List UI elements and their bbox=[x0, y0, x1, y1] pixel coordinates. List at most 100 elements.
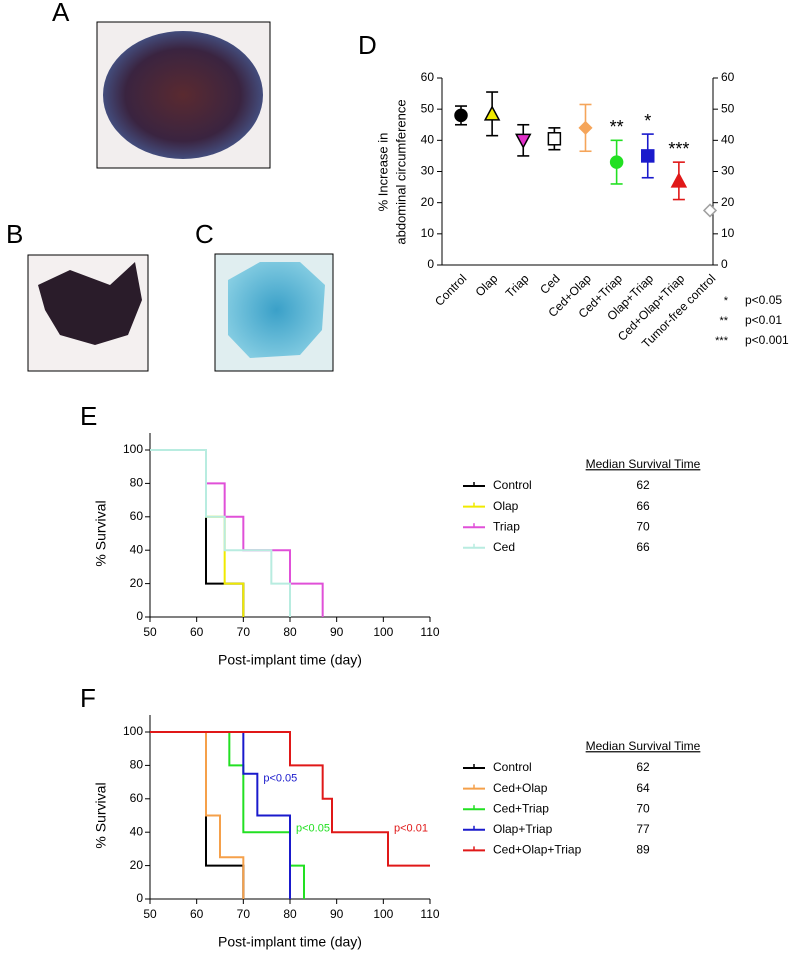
x-tick-label: Triap bbox=[503, 271, 532, 300]
y-tick-label: 80 bbox=[130, 758, 144, 772]
panel-letter: E bbox=[80, 401, 97, 431]
legend-label: Control bbox=[493, 478, 532, 492]
marker bbox=[547, 132, 562, 146]
marker bbox=[670, 172, 688, 188]
marker bbox=[514, 133, 532, 149]
x-tick-label: 110 bbox=[420, 625, 439, 639]
x-tick-label: 80 bbox=[283, 625, 297, 639]
y2-tick-label: 40 bbox=[721, 133, 735, 147]
marker bbox=[578, 120, 593, 135]
y-tick-label: 50 bbox=[421, 101, 435, 115]
survival-line bbox=[150, 731, 305, 899]
survival-line bbox=[150, 449, 291, 617]
significance: *** bbox=[668, 139, 689, 159]
legend-label: Triap bbox=[493, 519, 520, 533]
median-value: 89 bbox=[636, 843, 650, 857]
panel-letter: C bbox=[195, 219, 214, 249]
cell-cluster bbox=[103, 31, 263, 159]
x-tick-label: 80 bbox=[283, 907, 297, 921]
y2-tick-label: 30 bbox=[721, 164, 735, 178]
y-tick-label: 0 bbox=[136, 609, 143, 623]
y-tick-label: 100 bbox=[123, 724, 143, 738]
cell-cluster bbox=[228, 262, 325, 358]
y-tick-label: 60 bbox=[421, 70, 435, 84]
x-tick-label: Control bbox=[432, 271, 469, 308]
median-value: 70 bbox=[636, 801, 650, 815]
legend-label: Ced+Olap bbox=[493, 781, 548, 795]
survival-line bbox=[150, 449, 245, 617]
x-tick-label: 50 bbox=[143, 907, 157, 921]
survival-line bbox=[150, 449, 324, 617]
y2-tick-label: 20 bbox=[721, 195, 735, 209]
key-mark: ** bbox=[719, 315, 728, 327]
median-value: 62 bbox=[636, 760, 650, 774]
marker bbox=[483, 105, 501, 121]
median-header: Median Survival Time bbox=[586, 739, 701, 753]
y-tick-label: 20 bbox=[130, 858, 144, 872]
median-header: Median Survival Time bbox=[586, 457, 701, 471]
key-label: p<0.001 bbox=[745, 333, 789, 347]
x-tick-label: 60 bbox=[190, 625, 204, 639]
y-tick-label: 20 bbox=[130, 576, 144, 590]
y2-tick-label: 10 bbox=[721, 226, 735, 240]
x-tick-label: 90 bbox=[330, 907, 344, 921]
y-axis-label: % Increase in bbox=[375, 133, 390, 212]
x-tick-label: 70 bbox=[237, 625, 251, 639]
key-label: p<0.01 bbox=[745, 313, 782, 327]
median-value: 64 bbox=[636, 781, 650, 795]
median-value: 66 bbox=[636, 499, 650, 513]
x-tick-label: 90 bbox=[330, 625, 344, 639]
panel-letter: F bbox=[80, 683, 96, 713]
x-tick-label: 60 bbox=[190, 907, 204, 921]
y-tick-label: 20 bbox=[421, 195, 435, 209]
y2-tick-label: 50 bbox=[721, 101, 735, 115]
y-tick-label: 30 bbox=[421, 164, 435, 178]
significance: ** bbox=[610, 117, 624, 137]
x-tick-label: 50 bbox=[143, 625, 157, 639]
y2-tick-label: 60 bbox=[721, 70, 735, 84]
key-mark: *** bbox=[715, 335, 729, 347]
x-axis-label: Post-implant time (day) bbox=[218, 652, 362, 668]
y-tick-label: 60 bbox=[130, 509, 144, 523]
legend-label: Ced+Triap bbox=[493, 801, 549, 815]
x-tick-label: Olap bbox=[473, 271, 501, 299]
panel-letter: D bbox=[358, 30, 377, 60]
marker bbox=[702, 203, 718, 218]
y-tick-label: 10 bbox=[421, 226, 435, 240]
y-tick-label: 40 bbox=[130, 542, 144, 556]
legend-label: Control bbox=[493, 760, 532, 774]
key-label: p<0.05 bbox=[745, 293, 782, 307]
y-tick-label: 80 bbox=[130, 476, 144, 490]
median-value: 77 bbox=[636, 822, 650, 836]
panel-letter: B bbox=[6, 219, 23, 249]
legend-label: Ced bbox=[493, 540, 515, 554]
median-value: 66 bbox=[636, 540, 650, 554]
x-tick-label: 100 bbox=[373, 907, 393, 921]
marker bbox=[609, 155, 624, 169]
key-mark: * bbox=[724, 295, 729, 307]
annotation: p<0.01 bbox=[394, 823, 428, 835]
panel-letter: A bbox=[52, 0, 70, 27]
median-value: 70 bbox=[636, 519, 650, 533]
y2-tick-label: 0 bbox=[721, 257, 728, 271]
x-tick-label: 100 bbox=[373, 625, 393, 639]
y-tick-label: 0 bbox=[136, 891, 143, 905]
legend-label: Olap bbox=[493, 499, 519, 513]
marker bbox=[641, 149, 655, 163]
x-tick-label: 70 bbox=[237, 907, 251, 921]
y-axis-label: % Survival bbox=[93, 782, 109, 848]
annotation: p<0.05 bbox=[296, 823, 330, 835]
x-tick-label: Ced bbox=[537, 271, 562, 296]
survival-line bbox=[150, 449, 245, 617]
y-axis-label: abdominal circumference bbox=[393, 99, 408, 244]
y-axis-label: % Survival bbox=[93, 500, 109, 566]
survival-line bbox=[150, 731, 430, 867]
median-value: 62 bbox=[636, 478, 650, 492]
y-tick-label: 40 bbox=[421, 133, 435, 147]
x-tick-label: 110 bbox=[420, 907, 439, 921]
legend-label: Olap+Triap bbox=[493, 822, 553, 836]
y-tick-label: 60 bbox=[130, 791, 144, 805]
legend-label: Ced+Olap+Triap bbox=[493, 843, 582, 857]
y-tick-label: 0 bbox=[427, 257, 434, 271]
